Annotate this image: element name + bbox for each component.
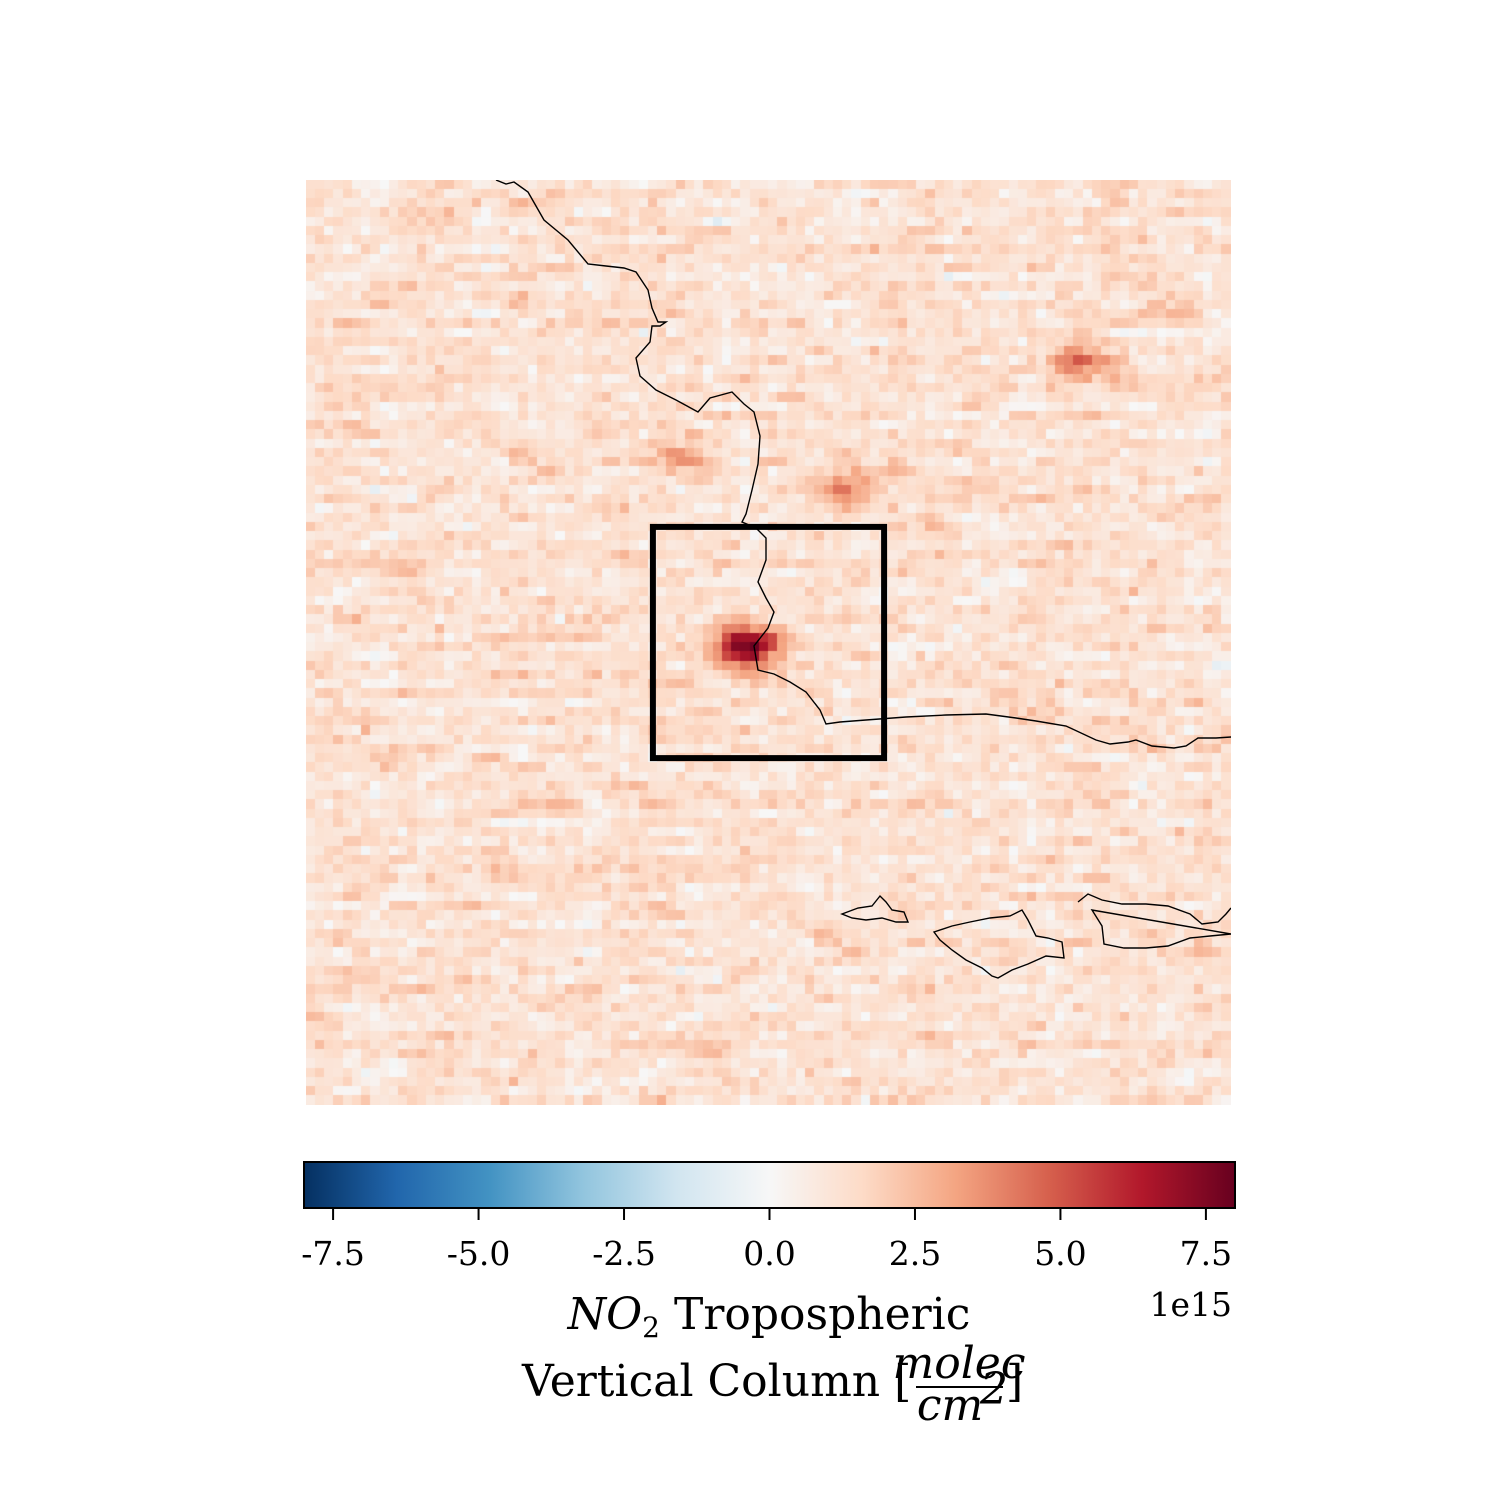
colorbar: -7.5 -5.0 -2.5 0.0 2.5 5.0 7.5 1e15 NO2 Tropos… xyxy=(301,1161,1236,1431)
colorbar-tick-label: 5.0 xyxy=(1034,1234,1086,1273)
colorbar-label-var: NO xyxy=(567,1289,643,1340)
coastline-mainland xyxy=(495,180,1231,749)
map-overlay xyxy=(495,180,1231,979)
colorbar-unit-numerator: molec xyxy=(893,1338,1026,1389)
colorbar-tick-label: 2.5 xyxy=(889,1234,941,1273)
colorbar-unit-denominator: cm xyxy=(917,1380,983,1431)
colorbar-label-line2: Vertical Column [ xyxy=(521,1356,911,1407)
coastline-island-2 xyxy=(932,909,1065,979)
colorbar-tick-label: -5.0 xyxy=(447,1234,511,1273)
colorbar-label-sub: 2 xyxy=(642,1311,660,1344)
colorbar-ticks: -7.5 -5.0 -2.5 0.0 2.5 5.0 7.5 xyxy=(301,1208,1232,1273)
coastline-island-1 xyxy=(840,894,910,923)
colorbar-gradient xyxy=(303,1161,1236,1209)
colorbar-label-rest: Tropospheric xyxy=(660,1289,970,1340)
no2-heatmap xyxy=(306,180,1231,1105)
region-of-interest-box xyxy=(649,523,888,762)
coastline-island-3 xyxy=(1077,893,1231,949)
colorbar-label-close: ] xyxy=(1006,1356,1023,1407)
colorbar-tick-label: 0.0 xyxy=(743,1234,795,1273)
colorbar-tick-label: 7.5 xyxy=(1180,1234,1232,1273)
colorbar-tick-label: -2.5 xyxy=(592,1234,656,1273)
colorbar-tick-label: -7.5 xyxy=(301,1234,365,1273)
colorbar-scale-label: 1e15 xyxy=(1149,1285,1232,1324)
colorbar-label-line1: NO2 Tropospheric xyxy=(567,1289,971,1344)
colorbar-unit-denominator-exp: 2 xyxy=(979,1364,1008,1415)
